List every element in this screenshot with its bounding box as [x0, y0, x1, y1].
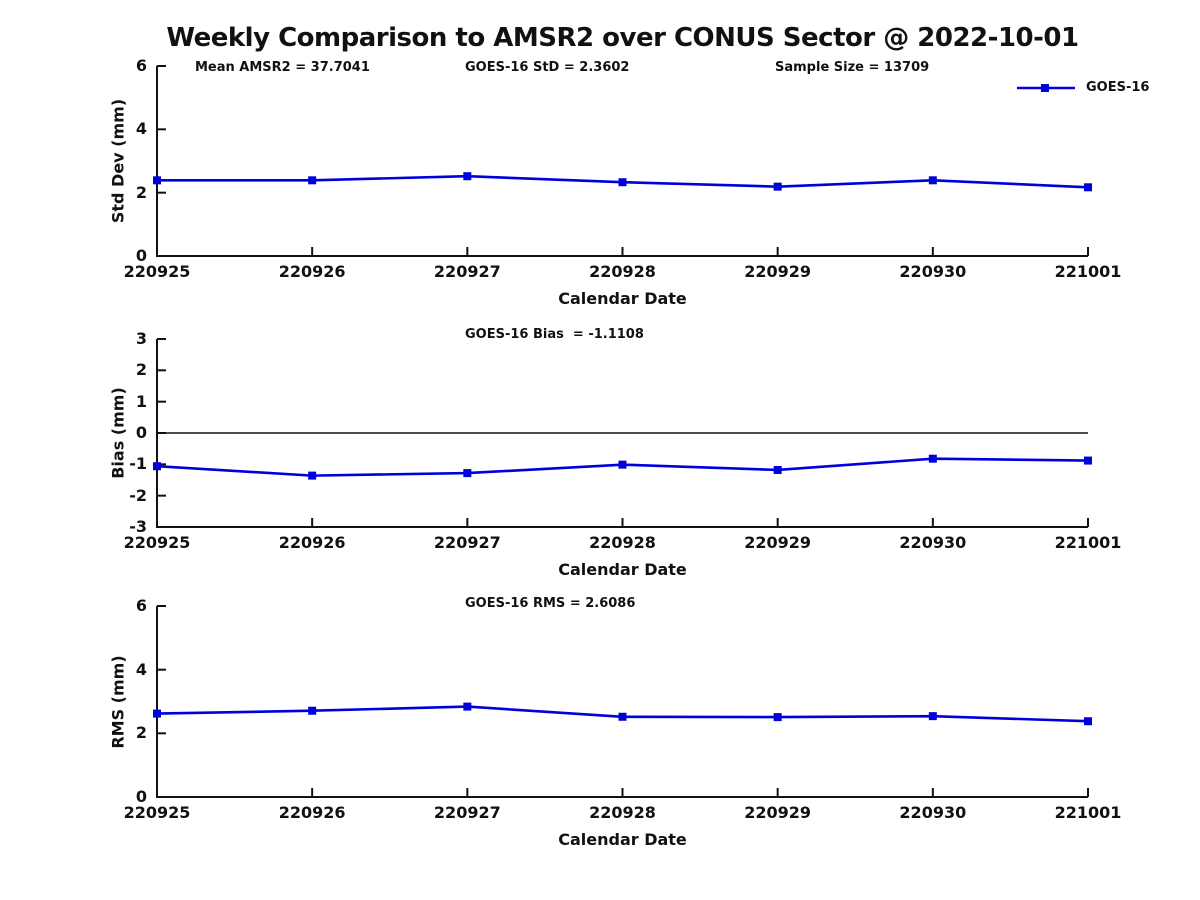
- data-point-marker: [1084, 456, 1092, 465]
- y-tick-label: 1: [135, 391, 147, 411]
- x-tick-label: 220926: [278, 262, 346, 281]
- data-point-marker: [1084, 717, 1092, 726]
- y-tick-label: 6: [135, 596, 147, 615]
- data-point-marker: [463, 469, 472, 478]
- figure-title: Weekly Comparison to AMSR2 over CONUS Se…: [166, 23, 1079, 53]
- y-axis-label: RMS (mm): [108, 654, 128, 749]
- x-tick-label: 220930: [899, 803, 967, 822]
- x-tick-label: 220929: [744, 533, 812, 552]
- data-point-marker: [928, 712, 937, 721]
- data-point-marker: [928, 454, 937, 463]
- annotation: Mean AMSR2 = 37.7041: [195, 60, 370, 75]
- x-axis-label: Calendar Date: [558, 289, 687, 308]
- annotation: GOES-16 RMS = 2.6086: [465, 596, 636, 611]
- data-point-marker: [1084, 183, 1092, 192]
- legend: GOES-16: [1014, 80, 1149, 95]
- x-tick-label: 220926: [278, 533, 346, 552]
- x-tick-label: 220928: [589, 533, 656, 552]
- y-tick-label: -2: [129, 485, 147, 505]
- x-tick-label: 220927: [433, 803, 501, 822]
- y-tick-label: 2: [135, 360, 147, 380]
- data-point-marker: [463, 172, 472, 181]
- data-point-marker: [308, 176, 317, 185]
- data-point-marker: [308, 471, 317, 480]
- annotation: GOES-16 StD = 2.3602: [465, 60, 630, 75]
- legend-line-marker-icon: [1017, 83, 1075, 92]
- data-point-marker: [153, 462, 161, 471]
- x-tick-label: 221001: [1054, 803, 1122, 822]
- x-tick-label: 220926: [278, 803, 346, 822]
- y-tick-label: 2: [135, 182, 147, 202]
- data-point-marker: [773, 182, 782, 191]
- x-axis-label: Calendar Date: [558, 560, 687, 579]
- y-tick-label: 0: [135, 423, 147, 442]
- x-tick-label: 220930: [899, 262, 967, 281]
- x-tick-label: 220928: [589, 803, 656, 822]
- x-tick-label: 220929: [744, 803, 812, 822]
- y-tick-label: 6: [135, 56, 147, 75]
- x-tick-label: 220925: [123, 262, 191, 281]
- y-axis-label: Bias (mm): [108, 387, 128, 479]
- annotation: Sample Size = 13709: [775, 60, 930, 75]
- data-point-marker: [618, 712, 627, 721]
- data-point-marker: [618, 460, 627, 469]
- y-tick-label: 4: [135, 659, 147, 679]
- x-tick-label: 221001: [1054, 262, 1122, 281]
- axis-spine: [156, 66, 1088, 257]
- y-axis-label: Std Dev (mm): [108, 98, 128, 224]
- y-tick-label: 0: [135, 246, 147, 265]
- x-tick-label: 220930: [899, 533, 967, 552]
- y-tick-label: 3: [135, 329, 147, 348]
- data-point-marker: [308, 706, 317, 715]
- y-tick-label: 4: [135, 119, 147, 139]
- x-tick-label: 220927: [433, 262, 501, 281]
- y-tick-label: 2: [135, 723, 147, 743]
- x-axis-label: Calendar Date: [558, 830, 687, 849]
- annotation: GOES-16 Bias = -1.1108: [465, 327, 644, 342]
- y-tick-label: -3: [129, 517, 147, 536]
- data-point-marker: [928, 176, 937, 185]
- x-tick-label: 220928: [589, 262, 656, 281]
- y-tick-label: 0: [135, 787, 147, 806]
- data-point-marker: [773, 465, 782, 474]
- axis-spine: [156, 606, 1088, 798]
- x-tick-label: 220925: [123, 533, 191, 552]
- y-tick-label: -1: [129, 454, 147, 474]
- x-tick-label: 220929: [744, 262, 812, 281]
- data-point-marker: [618, 178, 627, 187]
- legend-label: GOES-16: [1086, 80, 1150, 95]
- x-tick-label: 220925: [123, 803, 191, 822]
- data-point-marker: [153, 176, 161, 185]
- data-point-marker: [463, 702, 472, 711]
- x-tick-label: 220927: [433, 533, 501, 552]
- data-point-marker: [773, 713, 782, 722]
- x-tick-label: 221001: [1054, 533, 1122, 552]
- data-point-marker: [153, 709, 161, 718]
